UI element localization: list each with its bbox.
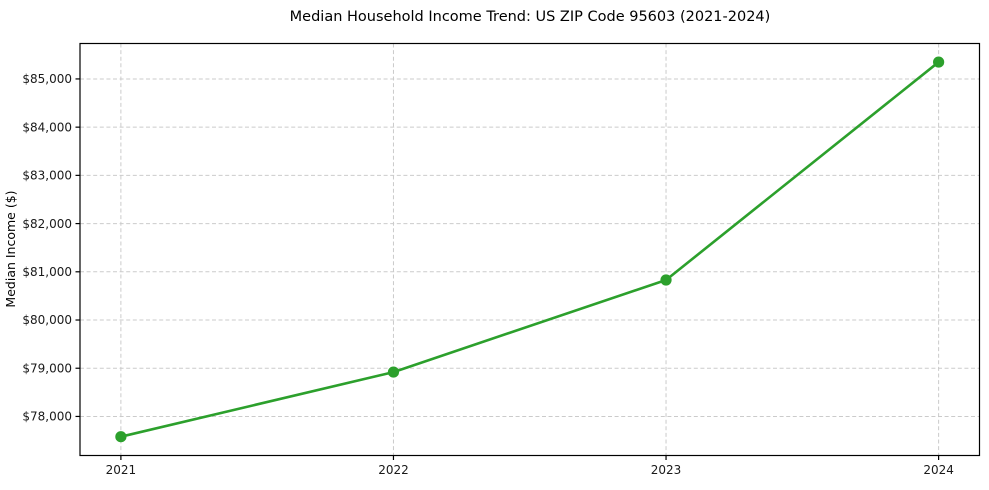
y-tick-label: $81,000 <box>22 265 72 279</box>
data-point-2023 <box>660 274 672 286</box>
y-tick-label: $82,000 <box>22 217 72 231</box>
trend-line <box>119 60 940 438</box>
x-tick-label: 2022 <box>378 463 409 477</box>
y-tick-label: $85,000 <box>22 72 72 86</box>
x-tick-label: 2023 <box>651 463 682 477</box>
data-point-2024 <box>933 56 945 68</box>
y-axis-label: Median Income ($) <box>3 190 18 307</box>
y-tick-label: $79,000 <box>22 361 72 375</box>
y-tick-label: $80,000 <box>22 313 72 327</box>
plot-layer: $78,000 $79,000 $80,000 $81,000 $82,000 $83,0… <box>22 42 981 477</box>
y-tick-label: $83,000 <box>22 169 72 183</box>
y-tick-label: $78,000 <box>22 410 72 424</box>
data-point-2022 <box>387 366 400 378</box>
x-tick-label: 2021 <box>106 463 137 477</box>
y-tick-label: $84,000 <box>22 120 72 134</box>
chart-title: Median Household Income Trend: US ZIP Co… <box>290 9 771 25</box>
data-point-2021 <box>115 431 127 443</box>
plot-frame <box>79 42 981 457</box>
x-tick-label: 2024 <box>923 463 954 477</box>
